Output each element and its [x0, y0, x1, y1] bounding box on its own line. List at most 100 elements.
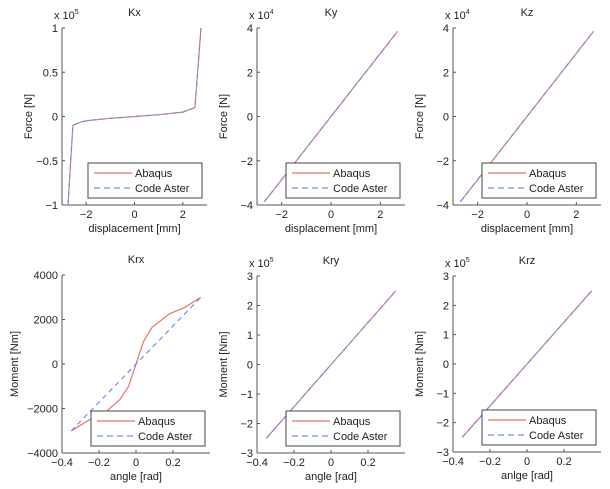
- y-tick-label: 2: [247, 67, 253, 79]
- legend-entry-label: Abaqus: [529, 168, 567, 180]
- x-axis-label: angle [rad]: [305, 471, 357, 483]
- x-tick-label: 2: [573, 209, 579, 221]
- legend-entry-label: Code Aster: [138, 431, 193, 443]
- y-tick-label: 1: [443, 330, 449, 342]
- y-exponent-label: x 104: [445, 9, 470, 22]
- y-tick-label: 2: [247, 301, 253, 313]
- x-tick-label: 0: [328, 457, 334, 469]
- legend-entry-label: Abaqus: [333, 416, 371, 428]
- subplot-krx: −0.4 −0.2 0 0.2 −4000 −2000 0 2000 4000 Krx angle …: [9, 254, 210, 483]
- y-tick-label: 0: [247, 112, 253, 124]
- y-exponent-label: x 105: [249, 257, 274, 270]
- x-axis-label: angle [rad]: [110, 471, 162, 483]
- y-tick-label: 0: [443, 112, 449, 124]
- y-axis-label: Moment [Nm]: [414, 331, 426, 397]
- legend-entry-label: Abaqus: [135, 168, 173, 180]
- legend-box: [481, 409, 597, 446]
- y-tick-label: 2000: [34, 315, 58, 327]
- y-tick-label: −2: [436, 156, 449, 168]
- y-tick-label: 0: [443, 359, 449, 371]
- y-exponent-label: x 104: [249, 9, 274, 22]
- y-tick-label: 0: [52, 359, 58, 371]
- subplot-title: Ky: [325, 7, 338, 19]
- x-tick-label: −2: [80, 209, 93, 221]
- y-tick-label: −4000: [27, 448, 58, 460]
- legend: Abaqus Code Aster: [481, 409, 597, 446]
- x-tick-label: 2: [377, 209, 383, 221]
- legend: Abaqus Code Aster: [285, 410, 401, 447]
- legend-entry-label: Code Aster: [135, 183, 190, 195]
- legend: Abaqus Code Aster: [87, 162, 203, 199]
- y-tick-label: 2: [443, 300, 449, 312]
- subplot-kx: −2 0 2 −1 −0.5 0 0.5 1 Kx x 105 displacement [mm] F…: [23, 7, 207, 235]
- subplot-title: Kz: [521, 7, 534, 19]
- y-tick-label: −0.5: [36, 156, 58, 168]
- x-tick-label: 0: [524, 209, 530, 221]
- x-tick-label: 2: [180, 209, 186, 221]
- x-axis-label: displacement [mm]: [285, 223, 377, 235]
- y-tick-label: 4: [247, 23, 253, 35]
- y-tick-label: 1: [52, 23, 58, 35]
- y-axis-label: Force [N]: [218, 94, 230, 139]
- x-tick-label: 0: [133, 457, 139, 469]
- y-tick-label: 1: [247, 330, 253, 342]
- legend: Abaqus Code Aster: [285, 162, 401, 199]
- legend-box: [285, 162, 401, 199]
- y-tick-label: −1: [240, 389, 253, 401]
- subplot-title: Krx: [128, 254, 145, 266]
- y-tick-label: 4000: [34, 270, 58, 282]
- x-tick-label: −0.4: [246, 457, 268, 469]
- x-tick-label: −0.2: [283, 457, 305, 469]
- y-tick-label: −3: [240, 448, 253, 460]
- y-axis-label: Force [N]: [23, 94, 35, 139]
- y-tick-label: 2: [443, 67, 449, 79]
- x-tick-label: −2: [471, 209, 484, 221]
- y-axis-label: Moment [Nm]: [218, 331, 230, 397]
- y-tick-label: 0: [247, 360, 253, 372]
- y-tick-label: −2: [240, 419, 253, 431]
- y-tick-label: −2: [240, 156, 253, 168]
- x-tick-label: 0.2: [165, 457, 180, 469]
- y-axis-label: Moment [Nm]: [9, 331, 21, 397]
- y-tick-label: 3: [443, 271, 449, 283]
- legend: Abaqus Code Aster: [481, 162, 597, 199]
- x-tick-label: 0.2: [556, 456, 571, 468]
- legend-box: [285, 410, 401, 447]
- x-tick-label: −0.2: [88, 457, 110, 469]
- series-line-code-aster: [265, 290, 397, 439]
- subplot-title: Krz: [519, 255, 536, 267]
- y-tick-label: −1: [436, 388, 449, 400]
- y-tick-label: −2000: [27, 404, 58, 416]
- x-axis-label: displacement [mm]: [88, 223, 180, 235]
- x-tick-label: 0: [328, 209, 334, 221]
- legend-entry-label: Abaqus: [529, 415, 567, 427]
- subplot-kry: −0.4 −0.2 0 0.2 −3 −2 −1 0 1 2 3 Kry x 105 angle [rad…: [218, 255, 405, 483]
- legend-box: [481, 162, 597, 199]
- subplot-title: Kx: [128, 7, 141, 19]
- y-exponent-label: x 105: [54, 9, 79, 22]
- y-tick-label: 0.5: [43, 67, 58, 79]
- legend-entry-label: Abaqus: [333, 168, 371, 180]
- x-axis-label: displacement [mm]: [481, 223, 573, 235]
- legend-entry-label: Code Aster: [529, 430, 584, 442]
- series-line-code-aster: [70, 296, 202, 432]
- legend-entry-label: Abaqus: [138, 416, 176, 428]
- y-tick-label: −4: [240, 200, 253, 212]
- subplot-ky: −2 0 2 −4 −2 0 2 4 Ky x 104 displacement [mm] Force…: [218, 7, 405, 235]
- legend-entry-label: Code Aster: [333, 183, 388, 195]
- legend-box: [90, 410, 206, 447]
- x-tick-label: −0.4: [51, 457, 73, 469]
- x-tick-label: −0.4: [442, 456, 464, 468]
- subplot-krz: −0.4 −0.2 0 0.2 −3 −2 −1 0 1 2 3 Krz x 105 anlge [rad…: [414, 255, 601, 482]
- y-tick-label: 0: [52, 112, 58, 124]
- x-tick-label: 0: [131, 209, 137, 221]
- y-tick-label: −3: [436, 447, 449, 459]
- series-line-code-aster: [67, 27, 202, 206]
- legend-entry-label: Code Aster: [529, 183, 584, 195]
- y-tick-label: 4: [443, 23, 449, 35]
- legend-box: [87, 162, 203, 199]
- x-tick-label: −0.2: [479, 456, 501, 468]
- y-axis-label: Force [N]: [414, 94, 426, 139]
- y-tick-label: −1: [45, 200, 58, 212]
